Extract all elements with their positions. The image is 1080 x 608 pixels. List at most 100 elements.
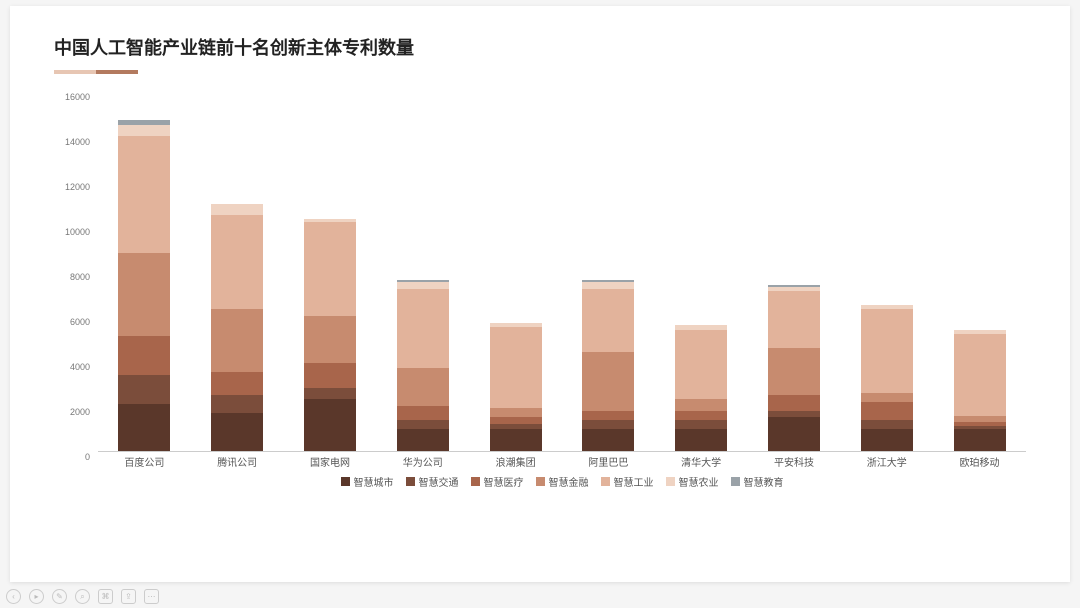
bar-stack (397, 280, 449, 451)
legend-item: 智慧医疗 (471, 474, 524, 489)
bar-segment (211, 413, 263, 451)
legend-swatch (341, 477, 350, 486)
legend-label: 智慧医疗 (484, 474, 524, 489)
bar-segment (304, 316, 356, 363)
bar-segment (397, 289, 449, 368)
bar-stack (211, 204, 263, 452)
bar-segment (768, 417, 820, 451)
legend-swatch (406, 477, 415, 486)
bar-segment (304, 222, 356, 317)
x-label: 浙江大学 (840, 454, 933, 469)
legend-label: 智慧城市 (354, 474, 394, 489)
bar-column (655, 92, 748, 451)
search-button[interactable]: ⌕ (75, 589, 90, 604)
bar-segment (211, 309, 263, 372)
bar-segment (397, 406, 449, 420)
more-button[interactable]: ⋯ (144, 589, 159, 604)
bar-segment (675, 399, 727, 410)
bar-segment (768, 395, 820, 411)
legend-swatch (601, 477, 610, 486)
x-label: 国家电网 (284, 454, 377, 469)
bar-column (284, 92, 377, 451)
x-label: 百度公司 (98, 454, 191, 469)
bar-segment (582, 282, 634, 289)
chart: 0200040006000800010000120001400016000 百度… (54, 92, 1026, 492)
bar-segment (861, 402, 913, 420)
bar-segment (118, 125, 170, 136)
chart-title: 中国人工智能产业链前十名创新主体专利数量 (54, 34, 1026, 60)
bar-stack (490, 323, 542, 451)
bar-segment (582, 429, 634, 452)
bar-segment (582, 352, 634, 411)
legend-item: 智慧金融 (536, 474, 589, 489)
x-label: 阿里巴巴 (562, 454, 655, 469)
bar-segment (954, 429, 1006, 452)
bar-stack (675, 325, 727, 451)
bar-stack (768, 285, 820, 452)
x-label: 腾讯公司 (191, 454, 284, 469)
bar-column (469, 92, 562, 451)
prev-button[interactable]: ‹ (6, 589, 21, 604)
legend-swatch (536, 477, 545, 486)
bar-segment (397, 429, 449, 452)
bar-segment (768, 291, 820, 347)
x-label: 华为公司 (376, 454, 469, 469)
bar-column (191, 92, 284, 451)
bar-segment (118, 375, 170, 404)
bar-column (562, 92, 655, 451)
bar-segment (582, 420, 634, 429)
bar-segment (675, 330, 727, 400)
bar-segment (675, 420, 727, 429)
legend-item: 智慧交通 (406, 474, 459, 489)
bar-segment (304, 399, 356, 451)
share-button[interactable]: ⇪ (121, 589, 136, 604)
bar-column (748, 92, 841, 451)
x-label: 清华大学 (655, 454, 748, 469)
legend-swatch (471, 477, 480, 486)
slide: 中国人工智能产业链前十名创新主体专利数量 0200040006000800010… (10, 6, 1070, 582)
x-label: 平安科技 (748, 454, 841, 469)
bar-segment (861, 429, 913, 452)
legend-item: 智慧城市 (341, 474, 394, 489)
x-label: 欧珀移动 (933, 454, 1026, 469)
toolbar: ‹ ▸ ✎ ⌕ ⌘ ⇪ ⋯ (6, 589, 159, 604)
comment-button[interactable]: ⌘ (98, 589, 113, 604)
bar-column (376, 92, 469, 451)
play-button[interactable]: ▸ (29, 589, 44, 604)
bar-segment (490, 429, 542, 452)
bar-segment (118, 404, 170, 451)
chart-legend: 智慧城市智慧交通智慧医疗智慧金融智慧工业智慧农业智慧教育 (98, 474, 1026, 489)
plot-area (98, 92, 1026, 452)
bar-segment (211, 372, 263, 395)
bar-segment (490, 408, 542, 417)
bar-stack (954, 330, 1006, 452)
y-axis: 0200040006000800010000120001400016000 (54, 92, 94, 452)
bar-stack (861, 305, 913, 451)
legend-swatch (666, 477, 675, 486)
bar-segment (304, 388, 356, 399)
legend-label: 智慧金融 (549, 474, 589, 489)
legend-swatch (731, 477, 740, 486)
bar-stack (118, 120, 170, 451)
legend-label: 智慧农业 (679, 474, 719, 489)
bar-column (840, 92, 933, 451)
edit-button[interactable]: ✎ (52, 589, 67, 604)
bar-segment (861, 309, 913, 392)
bar-segment (861, 393, 913, 402)
title-row: 中国人工智能产业链前十名创新主体专利数量 (54, 34, 1026, 74)
bar-segment (490, 327, 542, 408)
bar-segment (582, 411, 634, 420)
bar-segment (675, 429, 727, 452)
bar-stack (304, 219, 356, 451)
bar-segment (954, 334, 1006, 416)
legend-item: 智慧农业 (666, 474, 719, 489)
bar-stack (582, 280, 634, 451)
bar-segment (211, 215, 263, 310)
legend-strip (54, 70, 138, 74)
x-axis-labels: 百度公司腾讯公司国家电网华为公司浪潮集团阿里巴巴清华大学平安科技浙江大学欧珀移动 (98, 454, 1026, 469)
bar-segment (118, 253, 170, 336)
bar-segment (768, 348, 820, 395)
bar-segment (118, 336, 170, 374)
bar-segment (397, 420, 449, 429)
bar-segment (490, 417, 542, 424)
